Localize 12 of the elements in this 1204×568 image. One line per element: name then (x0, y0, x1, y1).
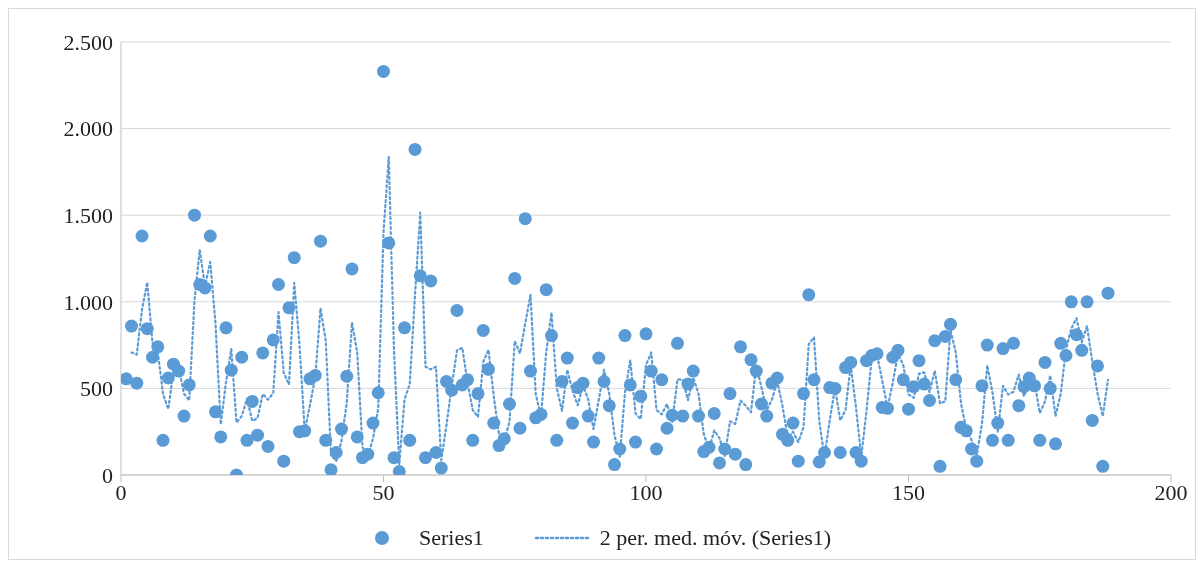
x-tick-label: 200 (1154, 479, 1188, 505)
x-tick-label: 100 (629, 479, 663, 505)
y-tick-label: 2.500 (63, 29, 113, 55)
legend-label: Series1 (418, 525, 484, 551)
y-tick-label: 500 (80, 376, 113, 402)
x-tick-label: 150 (892, 479, 925, 505)
y-tick-label: 1.000 (63, 289, 113, 315)
y-tick-label: 2.000 (63, 116, 113, 142)
y-tick-label: 1.500 (63, 203, 113, 229)
y-tick-label: 0 (102, 462, 113, 488)
legend-label: 2 per. med. móv. (Series1) (599, 525, 832, 551)
x-tick-label: 50 (372, 479, 395, 505)
